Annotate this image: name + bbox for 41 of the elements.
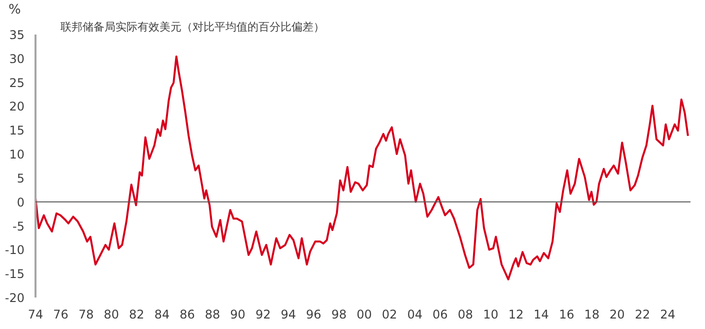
y-tick-label: 5 — [16, 171, 25, 186]
y-tick-label: -10 — [4, 243, 25, 258]
x-tick-label: 18 — [584, 308, 600, 322]
y-tick-label: -20 — [4, 291, 25, 305]
y-tick-label: -15 — [4, 267, 25, 282]
x-tick-label: 78 — [78, 308, 94, 322]
chart-title: 联邦储备局实际有效美元（对比平均值的百分比偏差） — [60, 20, 324, 34]
y-tick-label: 0 — [16, 195, 25, 210]
x-tick-label: 82 — [129, 308, 144, 322]
x-tick-label: 96 — [306, 308, 322, 322]
x-tick-label: 92 — [255, 308, 271, 322]
x-tick-label: 06 — [432, 308, 448, 322]
x-tick-label: 74 — [28, 308, 44, 322]
x-tick-label: 08 — [458, 308, 474, 322]
x-tick-label: 02 — [382, 308, 398, 322]
y-tick-label: 15 — [9, 124, 25, 138]
x-tick-label: 90 — [230, 308, 246, 322]
y-tick-label: 20 — [9, 100, 25, 114]
x-tick-label: 04 — [407, 308, 422, 322]
y-tick-label: 10 — [9, 148, 25, 162]
x-tick-label: 12 — [508, 308, 524, 322]
x-tick-label: 24 — [660, 308, 676, 322]
line-series — [36, 55, 689, 280]
y-axis-title: % — [8, 2, 21, 18]
x-tick-label: 86 — [180, 308, 195, 322]
x-tick-label: 00 — [356, 308, 372, 322]
x-tick-label: 88 — [204, 308, 220, 322]
x-tick-label: 84 — [154, 308, 170, 322]
x-tick-label: 94 — [280, 308, 296, 322]
y-tick-label: 30 — [9, 52, 25, 66]
x-tick-label: 10 — [483, 308, 498, 322]
x-tick-label: 98 — [331, 308, 347, 322]
y-tick-label: 25 — [9, 76, 25, 90]
y-tick-label: 35 — [9, 28, 25, 42]
y-tick-label: -5 — [12, 219, 25, 234]
x-tick-label: 20 — [610, 308, 625, 322]
x-tick-label: 14 — [534, 308, 549, 322]
x-tick-label: 22 — [634, 308, 650, 322]
x-tick-label: 16 — [558, 308, 574, 322]
x-tick-label: 76 — [53, 308, 68, 322]
x-tick-label: 80 — [104, 308, 120, 322]
